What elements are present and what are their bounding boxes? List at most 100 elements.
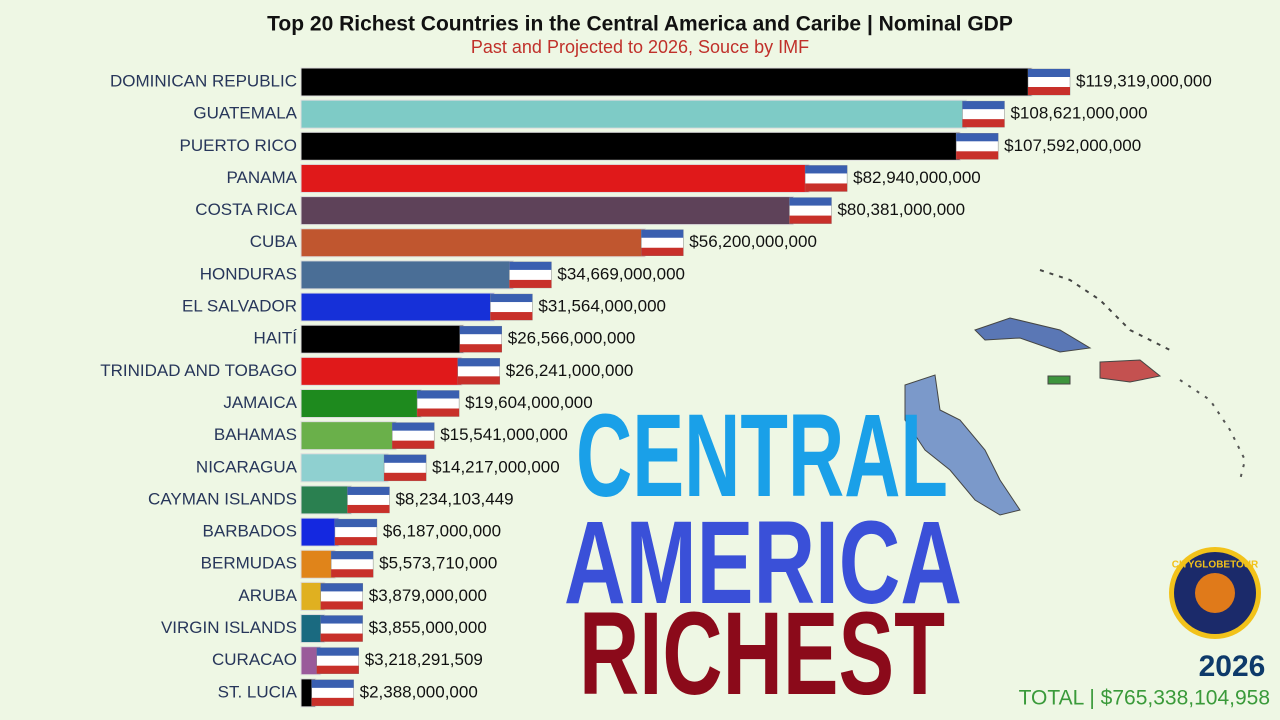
flag-part (1028, 87, 1070, 95)
flag (1027, 68, 1071, 96)
flag-part (392, 422, 435, 431)
value-label: $56,200,000,000 (689, 232, 817, 251)
category-label: ARUBA (238, 586, 297, 605)
flag-part (490, 294, 533, 303)
value-label: $26,566,000,000 (508, 329, 636, 348)
flag-part (805, 165, 848, 174)
flag (334, 518, 378, 546)
category-label: DOMINICAN REPUBLIC (110, 71, 297, 90)
flag (311, 679, 354, 707)
category-label: BERMUDAS (201, 554, 297, 573)
chart-subtitle: Past and Projected to 2026, Souce by IMF (471, 37, 809, 57)
bar (300, 292, 495, 322)
flag-part (457, 358, 500, 367)
bar (300, 67, 1033, 97)
value-label: $34,669,000,000 (557, 264, 685, 283)
flag-part (641, 247, 684, 256)
category-label: PUERTO RICO (180, 136, 297, 155)
flag-part (311, 697, 354, 706)
category-label: CUBA (250, 232, 298, 251)
value-label: $31,564,000,000 (538, 297, 666, 316)
overlay-text: CENTRAL (576, 390, 948, 522)
flag-part (459, 326, 502, 335)
value-label: $119,319,000,000 (1076, 71, 1212, 90)
bar (300, 549, 336, 579)
category-label: CAYMAN ISLANDS (148, 489, 297, 508)
bars: DOMINICAN REPUBLIC $119,319,000,000 GUATEM… (100, 67, 1212, 708)
bar (300, 421, 397, 451)
flag (320, 583, 364, 610)
flag (641, 229, 684, 256)
bar (300, 324, 465, 354)
flag (416, 390, 460, 417)
value-label: $14,217,000,000 (432, 457, 560, 476)
flag-part (509, 261, 552, 270)
value-label: $26,241,000,000 (506, 361, 634, 380)
year-label: 2026 (1199, 650, 1266, 683)
bar (300, 196, 794, 226)
flag-part (962, 119, 1005, 128)
flag (330, 551, 374, 578)
flag-part (417, 408, 460, 417)
flag-part (334, 519, 377, 528)
flag (391, 422, 435, 449)
flag (320, 615, 363, 642)
category-label: NICARAGUA (196, 457, 298, 476)
category-label: CURACAO (212, 650, 297, 669)
flag-part (331, 569, 374, 578)
category-label: COSTA RICA (195, 200, 297, 219)
flag-part (457, 376, 500, 385)
bar (300, 228, 646, 258)
flag (509, 261, 552, 289)
category-label: BARBADOS (203, 522, 297, 541)
flag-part (311, 679, 354, 688)
value-label: $2,388,000,000 (360, 682, 478, 701)
flag-part (384, 472, 427, 481)
flag (955, 133, 999, 160)
category-label: VIRGIN ISLANDS (161, 618, 297, 637)
value-label: $82,940,000,000 (853, 168, 981, 187)
flag-part (509, 279, 552, 288)
flag-part (956, 133, 999, 142)
logo: CITYGLOBETOUR (1169, 547, 1261, 639)
bar (300, 389, 422, 418)
flag-part (789, 197, 832, 206)
bar (300, 356, 463, 386)
category-label: EL SALVADOR (182, 297, 297, 316)
map (904, 269, 1247, 516)
flag (316, 647, 359, 674)
flag-part (347, 504, 390, 513)
value-label: $3,218,291,509 (365, 650, 483, 669)
flag-part (956, 151, 999, 160)
value-label: $19,604,000,000 (465, 393, 593, 412)
flag (962, 100, 1005, 128)
flag-part (320, 583, 363, 592)
category-label: HONDURAS (200, 264, 297, 283)
flag-part (641, 229, 684, 238)
value-label: $6,187,000,000 (383, 522, 501, 541)
value-label: $107,592,000,000 (1004, 136, 1141, 155)
logo-text: CITYGLOBETOUR (1172, 560, 1259, 571)
category-label: BAHAMAS (214, 425, 297, 444)
flag-part (334, 537, 377, 546)
flag-part (320, 615, 363, 624)
category-label: HAITÍ (254, 329, 298, 348)
bar (300, 453, 389, 483)
flag (457, 358, 501, 385)
value-label: $80,381,000,000 (837, 200, 965, 219)
category-label: ST. LUCIA (218, 682, 298, 701)
flag-part (805, 183, 848, 192)
flag-part (962, 101, 1005, 110)
value-label: $5,573,710,000 (379, 554, 497, 573)
value-label: $15,541,000,000 (440, 425, 568, 444)
flag-part (417, 390, 460, 399)
value-label: $8,234,103,449 (395, 489, 513, 508)
category-label: GUATEMALA (193, 104, 297, 123)
flag (383, 454, 427, 482)
bar (300, 163, 810, 193)
bar (300, 99, 967, 129)
flag (347, 486, 390, 514)
bar (300, 131, 961, 161)
value-label: $3,855,000,000 (369, 618, 487, 637)
